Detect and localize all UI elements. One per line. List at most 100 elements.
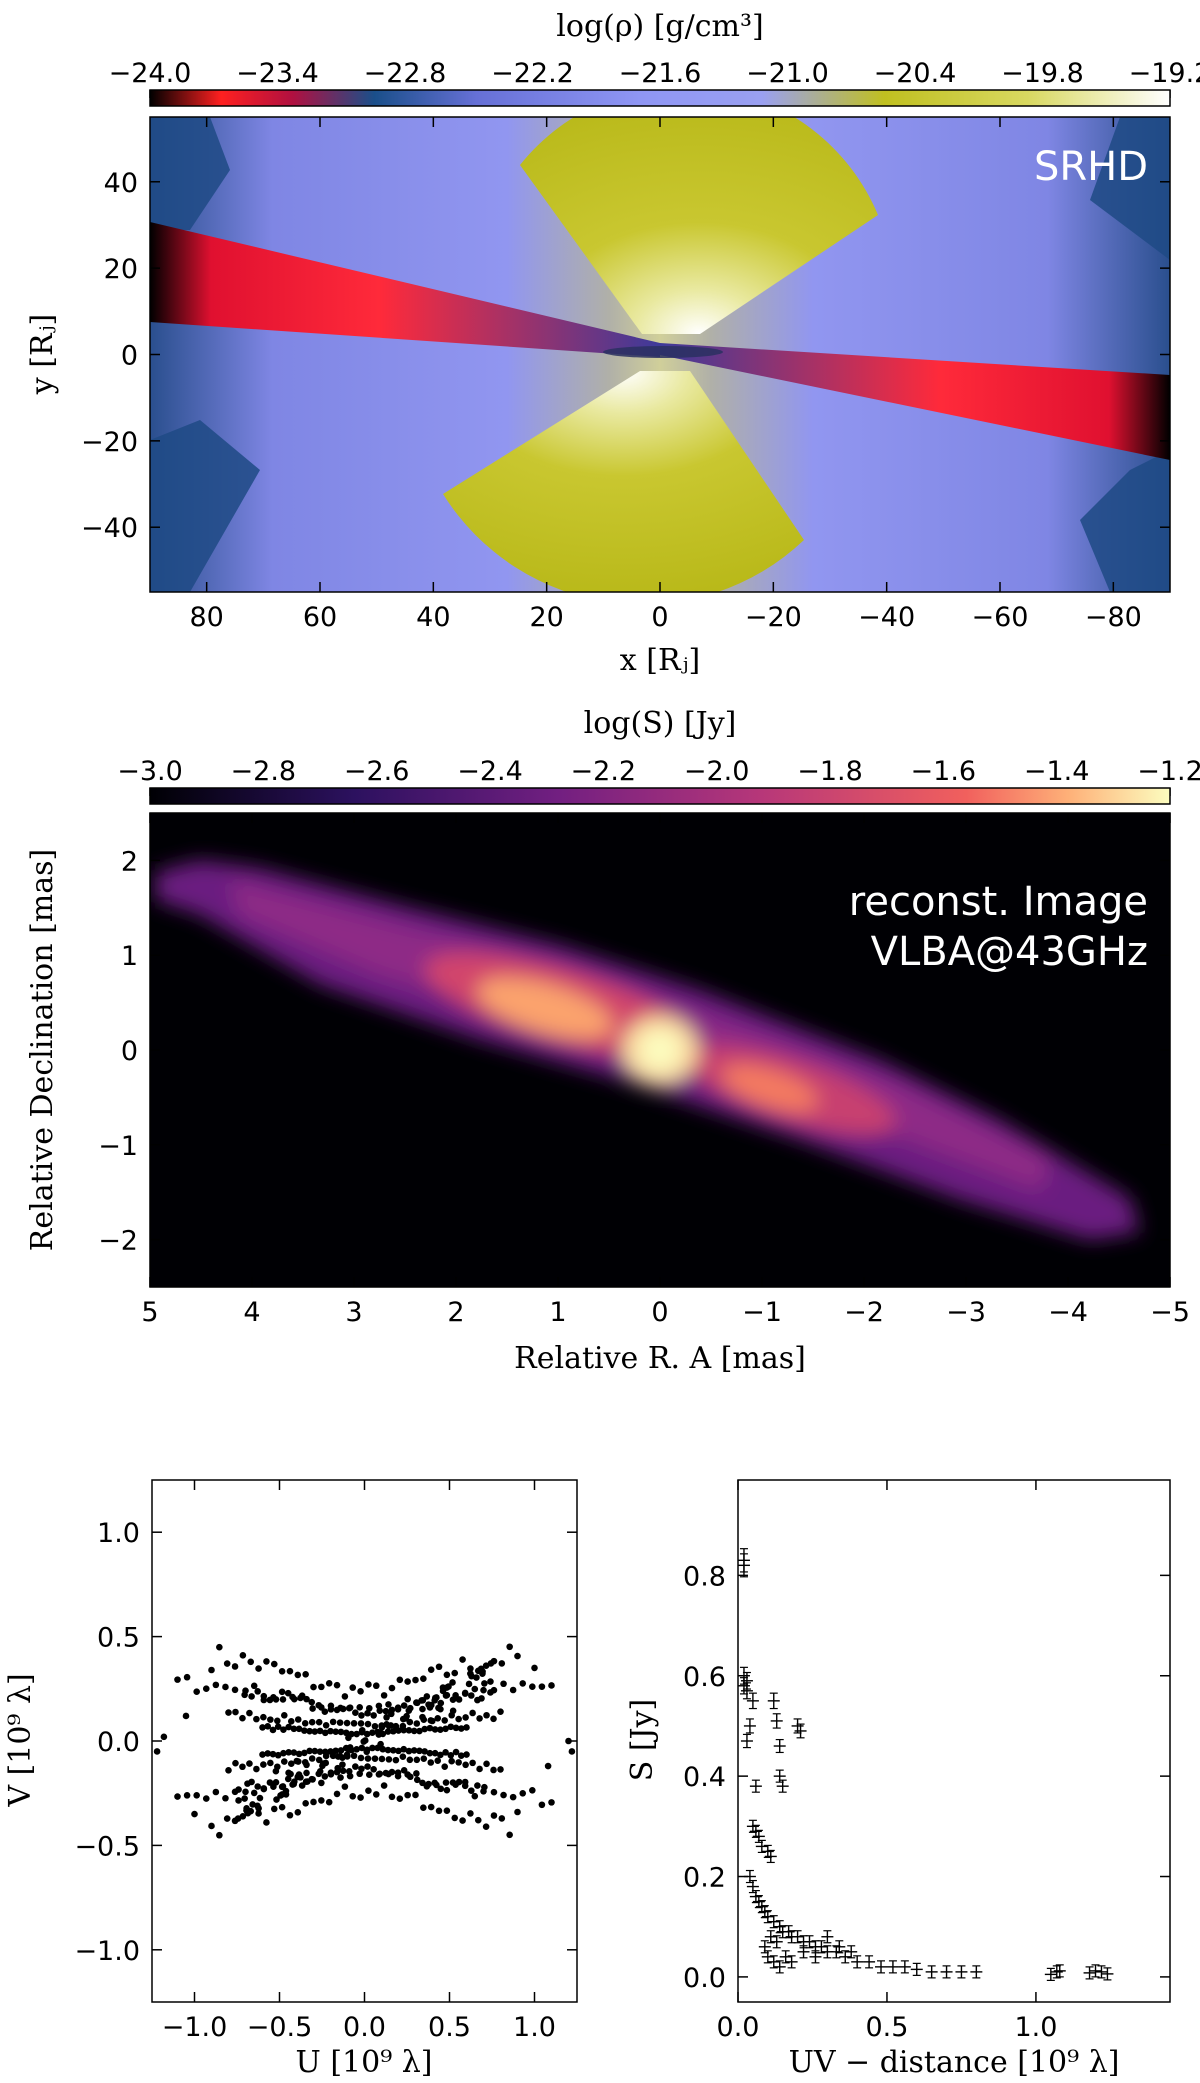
colorbar1 (149, 89, 1171, 107)
x-tick-label: 3 (345, 1297, 362, 1328)
uv-point (303, 1761, 310, 1769)
uv-point (259, 1724, 266, 1731)
x-tick-label: −5 (1150, 1297, 1190, 1328)
y-tick-label: 0.2 (683, 1863, 726, 1894)
y-tick-label: −40 (81, 513, 138, 544)
x-tick-label: −60 (972, 602, 1029, 633)
uv-point (309, 1705, 316, 1712)
colorbar-tick-label: −1.4 (1024, 756, 1090, 787)
uv-point (272, 1767, 280, 1775)
uv-point (318, 1779, 325, 1787)
uv-point (451, 1669, 459, 1677)
uv-point (509, 1686, 517, 1694)
colorbar-tick-label: −2.2 (571, 756, 637, 787)
uv-point (242, 1687, 249, 1695)
uv-point (291, 1695, 298, 1703)
uv-point (474, 1816, 482, 1824)
uv-point (286, 1811, 294, 1819)
x-tick-label: −2 (844, 1297, 884, 1328)
uv-point (441, 1763, 449, 1770)
uv-point (457, 1725, 465, 1732)
uv-point (371, 1722, 379, 1730)
uv-point (425, 1780, 432, 1788)
uv-point (568, 1748, 576, 1755)
uv-point (427, 1666, 435, 1673)
uv-point (274, 1717, 281, 1725)
uv-point (344, 1753, 351, 1760)
uv-point (443, 1691, 451, 1699)
uv-point (400, 1702, 408, 1709)
uv-point (216, 1831, 223, 1839)
uv-point (363, 1748, 371, 1756)
uv-point (310, 1683, 317, 1691)
y-tick-label: 40 (104, 168, 138, 199)
uv-point (498, 1815, 506, 1822)
uv-point (280, 1749, 287, 1757)
uv-point (329, 1718, 337, 1726)
uv-point (301, 1749, 308, 1757)
uv-point (404, 1678, 411, 1685)
amp-points (737, 1548, 1114, 1981)
uv-point (529, 1787, 536, 1794)
uv-point (302, 1800, 309, 1807)
uv-point (376, 1707, 384, 1714)
uv-point (481, 1680, 488, 1687)
uv-point (341, 1783, 349, 1790)
uv-point (250, 1789, 258, 1797)
uv-point (448, 1757, 455, 1765)
x-tick-label: −4 (1048, 1297, 1088, 1328)
uv-point (278, 1688, 286, 1696)
uv-point (270, 1660, 278, 1668)
y-tick-label: 0.8 (683, 1561, 726, 1592)
uv-point (487, 1660, 495, 1667)
uv-point (309, 1776, 316, 1783)
plot2-ylabel: Relative Declination [mas] (25, 849, 60, 1251)
uv-point (357, 1688, 364, 1695)
uv-point (490, 1812, 498, 1819)
uv-point (208, 1822, 215, 1830)
uv-point (443, 1671, 451, 1679)
uv-point (267, 1759, 274, 1767)
uv-point (449, 1679, 456, 1686)
x-tick-label: 5 (141, 1297, 158, 1328)
uv-point (358, 1744, 366, 1752)
uv-point (400, 1726, 408, 1734)
uv-point (293, 1757, 301, 1765)
uv-point (285, 1748, 292, 1756)
uv-point (519, 1789, 527, 1797)
uv-point (311, 1747, 319, 1755)
uv-point (455, 1778, 463, 1786)
uv-point (384, 1728, 392, 1735)
uv-point (410, 1747, 418, 1754)
uv-point (260, 1785, 268, 1793)
uv-point (420, 1675, 427, 1682)
uv-point (223, 1815, 231, 1822)
uv-point (358, 1726, 366, 1734)
uv-point (487, 1678, 494, 1685)
uv-point (469, 1709, 476, 1717)
uv-point (191, 1810, 198, 1818)
y-tick-label: 1 (121, 941, 138, 972)
uv-point (274, 1751, 282, 1759)
uv-point (419, 1705, 426, 1713)
x-tick-label: 1.0 (1014, 2012, 1057, 2043)
colorbar2-ticks: −3.0 −2.8 −2.6 −2.4 −2.2 −2.0 −1.8 −1.6 −1.4 −1.2 (117, 756, 1200, 796)
uv-point (306, 1727, 313, 1735)
uv-point (434, 1714, 442, 1722)
uv-point (232, 1759, 239, 1767)
uv-point (462, 1714, 469, 1721)
uv-point (365, 1771, 373, 1779)
uv-point (404, 1695, 411, 1703)
uv-point (294, 1716, 302, 1723)
uv-point (263, 1658, 270, 1665)
plot1-ylabel: y [Rⱼ] (25, 314, 60, 395)
uv-point (239, 1652, 247, 1659)
uv-point (389, 1747, 397, 1754)
uv-point (246, 1709, 253, 1717)
uv-point (295, 1771, 303, 1778)
uv-point (428, 1717, 436, 1725)
uv-point (387, 1710, 395, 1718)
colorbar-tick-label: −19.8 (1001, 58, 1084, 89)
uv-point (490, 1715, 497, 1723)
uv-point (337, 1728, 345, 1736)
